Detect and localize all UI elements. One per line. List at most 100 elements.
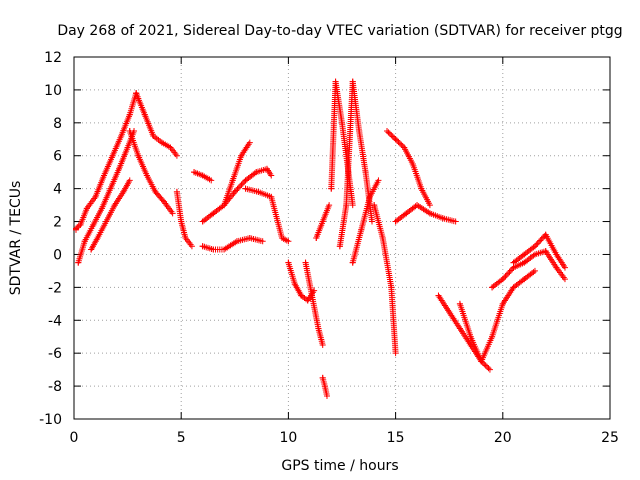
y-tick-label: -6	[48, 346, 62, 362]
series-arc-6	[173, 188, 195, 250]
data-point	[369, 218, 376, 225]
data-point	[111, 202, 118, 209]
data-point	[326, 202, 333, 209]
data-point	[418, 185, 425, 192]
data-point	[167, 144, 174, 151]
x-tick-label: 20	[494, 430, 512, 446]
data-point	[268, 172, 275, 179]
data-point-fill	[479, 359, 486, 366]
y-tick-label: 6	[53, 149, 62, 165]
data-point	[336, 243, 343, 250]
series-arc-16	[328, 78, 356, 209]
data-point	[229, 177, 236, 184]
data-point-fill	[506, 268, 513, 275]
data-point	[478, 358, 485, 365]
y-tick-label: -10	[39, 412, 62, 428]
y-tick-label: 10	[44, 83, 62, 99]
data-point	[143, 172, 150, 179]
data-point	[92, 193, 99, 200]
x-tick-label: 5	[177, 430, 186, 446]
series-arc-4	[133, 90, 180, 159]
data-point	[141, 111, 148, 118]
data-point	[486, 366, 493, 373]
data-point	[414, 202, 421, 209]
data-point	[73, 226, 79, 233]
data-point-fill	[159, 197, 166, 204]
data-point	[90, 221, 97, 228]
data-point	[118, 132, 125, 139]
data-point	[323, 392, 330, 399]
data-points	[73, 78, 568, 399]
data-point	[109, 152, 116, 159]
series-arc-15	[313, 202, 333, 241]
data-point-fill	[502, 273, 509, 280]
data-point-fill	[395, 139, 402, 146]
data-point	[452, 218, 459, 225]
data-point	[263, 165, 270, 172]
series-arc-14	[319, 374, 330, 399]
data-point	[88, 246, 95, 253]
data-point	[199, 243, 206, 250]
data-point-fill	[481, 361, 488, 368]
series-arc-1	[73, 90, 140, 233]
series-arc-9	[221, 165, 275, 209]
data-point	[75, 259, 82, 266]
series-arc-13	[302, 259, 326, 348]
data-point	[291, 281, 298, 288]
data-point-fill	[389, 133, 396, 140]
data-point	[308, 292, 315, 299]
data-point	[439, 215, 446, 222]
data-point	[208, 177, 215, 184]
data-point	[173, 152, 180, 159]
data-point	[379, 235, 386, 241]
data-point	[231, 188, 238, 195]
y-tick-label: 12	[44, 50, 62, 66]
data-point-fill	[501, 274, 508, 281]
data-point	[98, 205, 105, 212]
data-point	[392, 350, 399, 357]
series-arc-24	[489, 248, 568, 291]
data-point	[173, 188, 180, 195]
data-point	[210, 210, 217, 217]
data-point-fill	[503, 271, 510, 278]
data-point-fill	[533, 241, 540, 248]
series-arc-18	[349, 177, 382, 266]
data-point	[375, 177, 382, 184]
data-point	[392, 218, 399, 225]
data-point-fill	[399, 143, 406, 150]
data-point	[358, 226, 365, 233]
data-point	[561, 264, 568, 271]
x-tick-label: 15	[387, 430, 405, 446]
y-tick-label: 4	[53, 182, 62, 198]
data-point	[178, 218, 185, 225]
data-point	[302, 259, 309, 266]
data-point	[510, 284, 517, 291]
data-point-fill	[535, 238, 542, 245]
data-point	[561, 276, 568, 283]
data-point	[388, 284, 395, 291]
data-point	[94, 235, 101, 241]
data-point	[133, 90, 140, 97]
x-tick-label: 0	[70, 430, 79, 446]
data-point	[221, 202, 228, 209]
data-point-fill	[537, 237, 544, 244]
data-point	[542, 231, 549, 238]
data-point-fill	[509, 266, 516, 273]
data-point-fill	[237, 183, 244, 190]
series-arc-23	[456, 267, 538, 365]
data-point	[242, 185, 249, 192]
data-point-fill	[534, 240, 541, 247]
data-point	[298, 292, 305, 299]
series-arc-5	[126, 128, 176, 217]
data-point	[456, 300, 463, 307]
data-point	[311, 287, 318, 294]
series-arc-2	[75, 128, 138, 266]
data-point-fill	[234, 186, 241, 193]
data-point-fill	[396, 140, 403, 147]
data-point	[319, 218, 326, 225]
series-arc-10	[199, 235, 266, 253]
data-point	[401, 144, 408, 151]
x-axis-label: GPS time / hours	[281, 458, 398, 474]
data-point	[313, 235, 320, 241]
